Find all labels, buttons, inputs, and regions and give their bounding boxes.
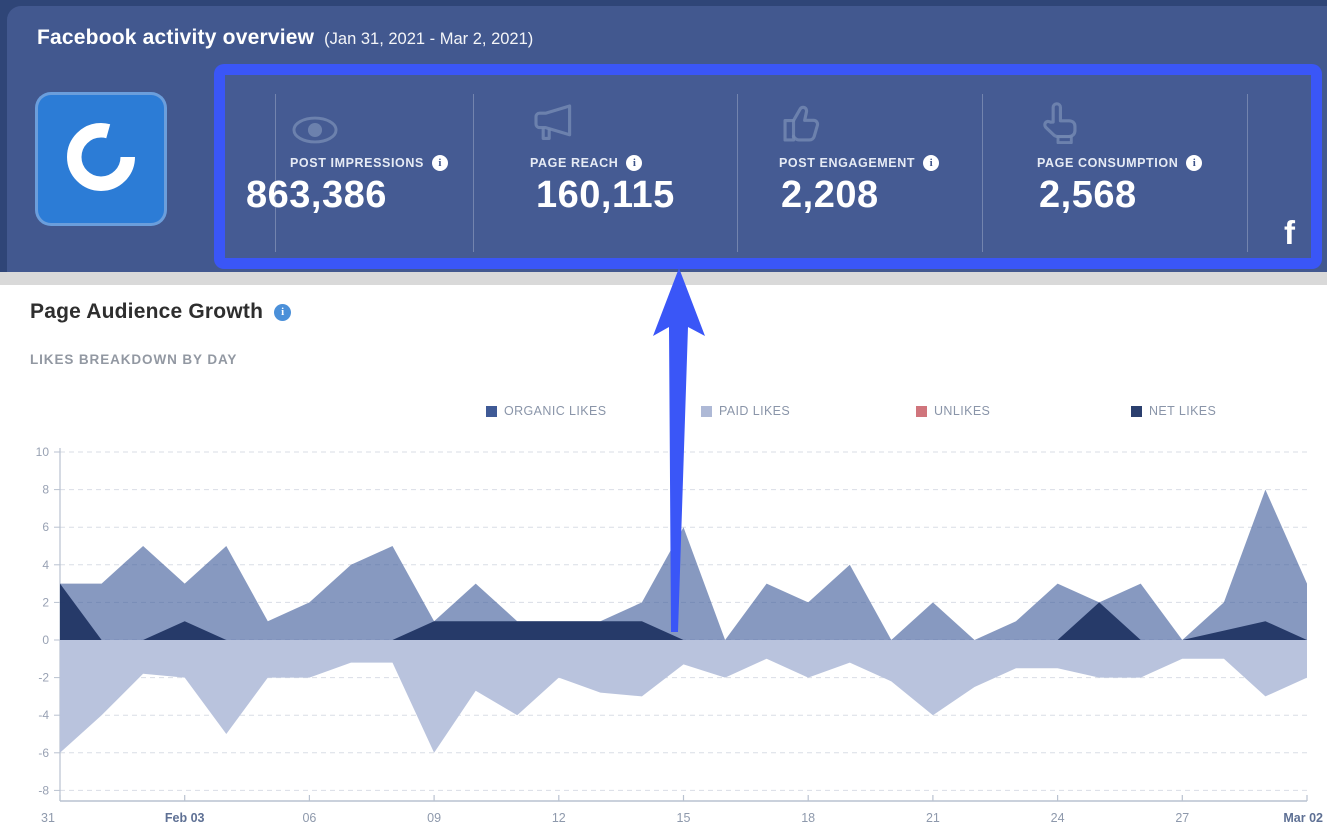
section-title-row: Page Audience Growth i bbox=[30, 300, 292, 324]
svg-text:8: 8 bbox=[42, 483, 49, 497]
legend-swatch bbox=[701, 405, 712, 417]
chart-legend: ORGANIC LIKES PAID LIKES UNLIKES NET LIKES bbox=[0, 404, 1327, 424]
page-title: Facebook activity overview bbox=[37, 26, 315, 49]
svg-text:-4: -4 bbox=[38, 708, 49, 722]
metric-label: POST IMPRESSIONS bbox=[290, 156, 424, 170]
metric-label: POST ENGAGEMENT bbox=[779, 156, 916, 170]
metric-value: 2,568 bbox=[1039, 174, 1137, 216]
svg-text:18: 18 bbox=[801, 811, 815, 825]
legend-label: NET LIKES bbox=[1149, 404, 1217, 418]
svg-text:15: 15 bbox=[677, 811, 691, 825]
svg-text:Mar 02: Mar 02 bbox=[1283, 811, 1323, 825]
divider bbox=[982, 94, 983, 252]
header-zone: Facebook activity overview (Jan 31, 2021… bbox=[0, 0, 1327, 272]
header-title-row: Facebook activity overview (Jan 31, 2021… bbox=[37, 26, 533, 50]
info-icon[interactable]: i bbox=[431, 155, 448, 171]
date-range: (Jan 31, 2021 - Mar 2, 2021) bbox=[324, 30, 534, 48]
metrics-highlight-box: POST IMPRESSIONS i 863,386 PAGE REACH bbox=[214, 64, 1322, 269]
legend-label: PAID LIKES bbox=[719, 404, 791, 418]
svg-text:2: 2 bbox=[42, 595, 49, 609]
metric-label: PAGE CONSUMPTION bbox=[1037, 156, 1179, 170]
svg-text:24: 24 bbox=[1051, 811, 1065, 825]
legend-item-paid-likes[interactable]: PAID LIKES bbox=[701, 404, 790, 418]
megaphone-icon bbox=[530, 89, 675, 145]
legend-item-unlikes[interactable]: UNLIKES bbox=[916, 404, 990, 418]
svg-text:-6: -6 bbox=[38, 746, 49, 760]
svg-text:10: 10 bbox=[36, 445, 50, 459]
info-icon[interactable]: i bbox=[1186, 155, 1203, 171]
eye-icon bbox=[290, 89, 448, 145]
metric-value: 160,115 bbox=[536, 174, 675, 216]
info-icon[interactable]: i bbox=[923, 155, 940, 171]
svg-text:31: 31 bbox=[41, 811, 55, 825]
page-background-strip bbox=[0, 272, 1327, 285]
svg-text:21: 21 bbox=[926, 811, 940, 825]
header-card: Facebook activity overview (Jan 31, 2021… bbox=[7, 6, 1327, 272]
brand-logo bbox=[35, 92, 167, 226]
pointer-hand-icon bbox=[1037, 89, 1202, 145]
open-ring-icon bbox=[62, 118, 140, 201]
metric-label: PAGE REACH bbox=[530, 156, 619, 170]
svg-text:0: 0 bbox=[42, 633, 49, 647]
thumbs-up-icon bbox=[779, 89, 939, 145]
metric-post-impressions: POST IMPRESSIONS i 863,386 bbox=[246, 89, 448, 217]
legend-label: ORGANIC LIKES bbox=[504, 404, 607, 418]
svg-text:-8: -8 bbox=[38, 783, 49, 797]
metric-post-engagement: POST ENGAGEMENT i 2,208 bbox=[779, 89, 940, 217]
svg-text:12: 12 bbox=[552, 811, 566, 825]
svg-text:27: 27 bbox=[1175, 811, 1189, 825]
legend-swatch bbox=[486, 405, 497, 417]
info-icon[interactable]: i bbox=[626, 155, 643, 171]
legend-item-net-likes[interactable]: NET LIKES bbox=[1131, 404, 1216, 418]
divider bbox=[1247, 94, 1248, 252]
growth-chart-svg: 10 8 6 4 2 0 -2 -4 -6 -8 31 Feb 03 06 09 12 15 18 21 24 27 M… bbox=[36, 445, 1323, 825]
svg-text:4: 4 bbox=[42, 558, 49, 572]
info-icon[interactable]: i bbox=[274, 303, 292, 321]
svg-text:Feb 03: Feb 03 bbox=[165, 811, 205, 825]
metric-value: 863,386 bbox=[246, 174, 387, 216]
svg-text:06: 06 bbox=[302, 811, 316, 825]
legend-swatch bbox=[1131, 405, 1142, 417]
legend-label: UNLIKES bbox=[934, 404, 991, 418]
facebook-icon: f bbox=[1284, 214, 1295, 251]
divider bbox=[473, 94, 474, 252]
legend-swatch bbox=[916, 405, 927, 417]
section-title: Page Audience Growth bbox=[30, 300, 264, 323]
section-subtitle: LIKES BREAKDOWN BY DAY bbox=[30, 352, 238, 367]
svg-text:6: 6 bbox=[42, 520, 49, 534]
metric-page-reach: PAGE REACH i 160,115 bbox=[530, 89, 675, 217]
divider bbox=[275, 94, 276, 252]
svg-text:-2: -2 bbox=[38, 671, 49, 685]
svg-text:09: 09 bbox=[427, 811, 441, 825]
divider bbox=[737, 94, 738, 252]
metric-page-consumption: PAGE CONSUMPTION i 2,568 bbox=[1037, 89, 1203, 217]
legend-item-organic-likes[interactable]: ORGANIC LIKES bbox=[486, 404, 606, 418]
metric-value: 2,208 bbox=[781, 174, 879, 216]
